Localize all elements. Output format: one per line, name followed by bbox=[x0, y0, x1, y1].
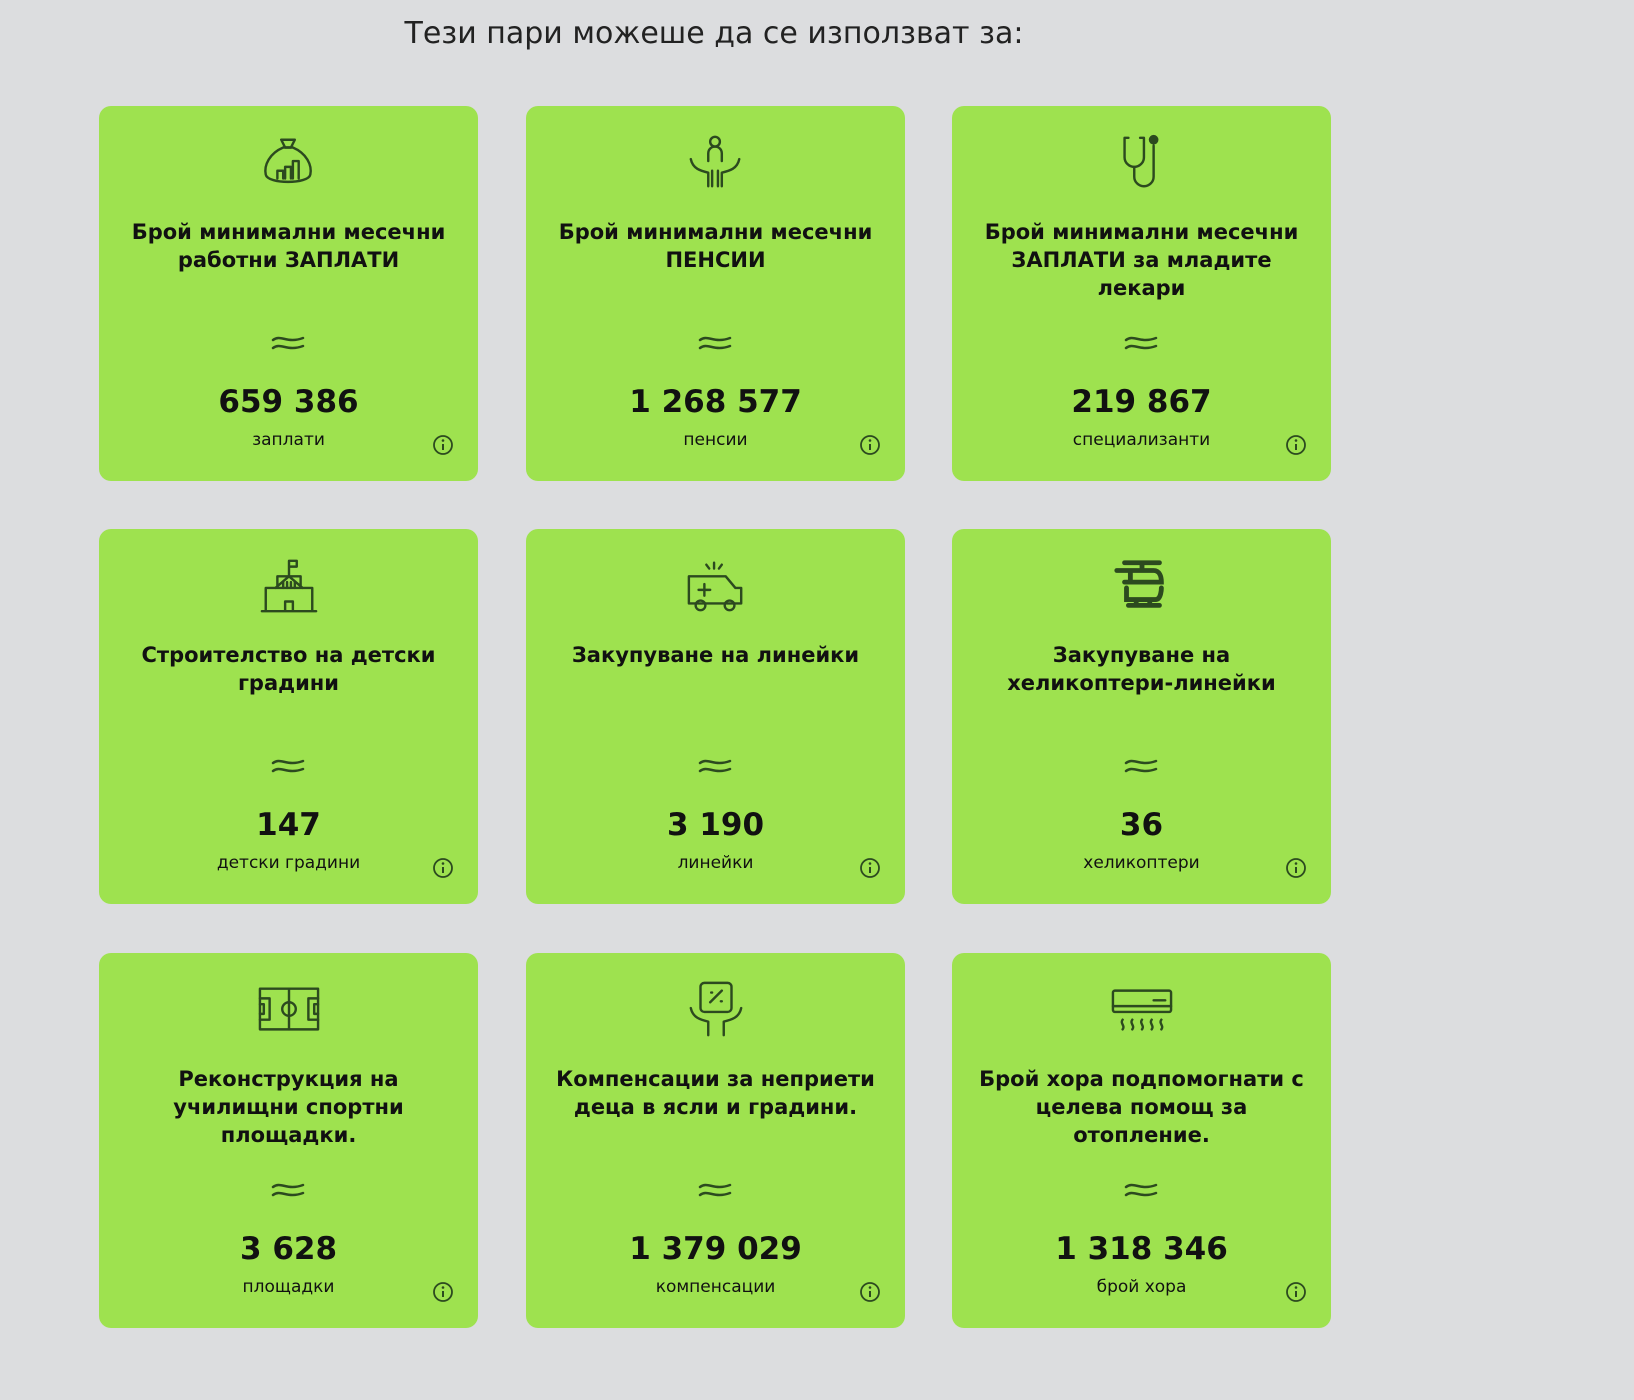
approx-symbol bbox=[1124, 1183, 1158, 1197]
info-card: Закупуване на линейки 3 190 линейки bbox=[526, 529, 905, 904]
card-icon bbox=[1123, 134, 1159, 188]
card-heading: Реконструкция на училищни спортни площад… bbox=[173, 1067, 404, 1147]
info-card: Закупуване на хеликоптери-линейки 36 хелик… bbox=[952, 529, 1331, 904]
card-icon bbox=[260, 559, 318, 613]
approx-symbol bbox=[1124, 336, 1158, 350]
approx-symbol bbox=[698, 1183, 732, 1197]
card-heading: Брой минимални месечни ПЕНСИИ bbox=[558, 220, 873, 272]
card-heading: Строителство на детски градини bbox=[141, 643, 436, 695]
info-button[interactable] bbox=[1285, 434, 1307, 456]
info-button[interactable] bbox=[1285, 857, 1307, 879]
card-unit: площадки bbox=[242, 1277, 335, 1297]
card-value: 3 190 bbox=[666, 807, 765, 843]
card-heading: Закупуване на хеликоптери-линейки bbox=[1007, 643, 1276, 695]
card-value: 1 318 346 bbox=[1055, 1231, 1228, 1267]
card-heading: Брой минимални месечни ЗАПЛАТИ за младит… bbox=[984, 220, 1299, 300]
card-unit: хеликоптери bbox=[1083, 853, 1200, 873]
info-button[interactable] bbox=[432, 857, 454, 879]
card-unit: заплати bbox=[252, 430, 325, 450]
card-icon bbox=[689, 135, 741, 188]
card-value: 1 379 029 bbox=[629, 1231, 802, 1267]
card-icon bbox=[689, 981, 743, 1037]
info-button[interactable] bbox=[432, 1281, 454, 1303]
card-icon bbox=[687, 561, 743, 612]
card-heading: Компенсации за неприети деца в ясли и гр… bbox=[556, 1067, 875, 1119]
card-unit: брой хора bbox=[1096, 1277, 1187, 1297]
approx-symbol bbox=[1124, 759, 1158, 773]
info-card: Компенсации за неприети деца в ясли и гр… bbox=[526, 953, 905, 1328]
card-unit: детски градини bbox=[216, 853, 361, 873]
info-card: Брой хора подпомогнати с целева помощ за… bbox=[952, 953, 1331, 1328]
info-button[interactable] bbox=[859, 1281, 881, 1303]
info-card: Брой минимални месечни ЗАПЛАТИ за младит… bbox=[952, 106, 1331, 481]
page-title: Тези пари можеше да се използват за: bbox=[404, 16, 1024, 51]
info-button[interactable] bbox=[859, 434, 881, 456]
info-card: Строителство на детски градини 147 детски … bbox=[99, 529, 478, 904]
card-value: 147 bbox=[256, 807, 321, 843]
card-unit: специализанти bbox=[1072, 430, 1211, 450]
card-icon bbox=[1114, 560, 1164, 608]
info-button[interactable] bbox=[432, 434, 454, 456]
approx-symbol bbox=[271, 1183, 305, 1197]
card-value: 219 867 bbox=[1071, 384, 1212, 420]
card-unit: компенсации bbox=[655, 1277, 776, 1297]
card-heading: Закупуване на линейки bbox=[571, 643, 860, 667]
approx-symbol bbox=[698, 336, 732, 350]
approx-symbol bbox=[271, 336, 305, 350]
card-heading: Брой минимални месечни работни ЗАПЛАТИ bbox=[131, 220, 446, 272]
info-card: Брой минимални месечни ПЕНСИИ 1 268 577 пе… bbox=[526, 106, 905, 481]
info-card: Реконструкция на училищни спортни площад… bbox=[99, 953, 478, 1328]
info-button[interactable] bbox=[1285, 1281, 1307, 1303]
card-value: 36 bbox=[1119, 807, 1164, 843]
card-icon bbox=[264, 138, 312, 184]
card-icon bbox=[258, 987, 320, 1031]
card-value: 1 268 577 bbox=[629, 384, 802, 420]
card-value: 3 628 bbox=[239, 1231, 338, 1267]
info-button[interactable] bbox=[859, 857, 881, 879]
approx-symbol bbox=[698, 759, 732, 773]
card-heading: Брой хора подпомогнати с целева помощ за… bbox=[979, 1067, 1304, 1147]
card-icon bbox=[1111, 989, 1173, 1031]
approx-symbol bbox=[271, 759, 305, 773]
card-value: 659 386 bbox=[218, 384, 359, 420]
info-card: Брой минимални месечни работни ЗАПЛАТИ 65… bbox=[99, 106, 478, 481]
card-unit: линейки bbox=[677, 853, 754, 873]
card-unit: пенсии bbox=[683, 430, 748, 450]
